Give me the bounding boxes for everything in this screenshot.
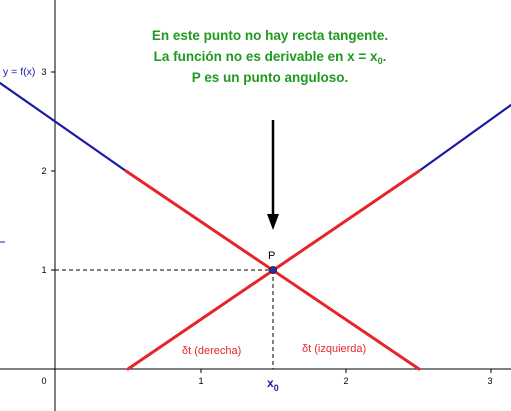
y-tick-label-2: 2 [41,166,46,176]
note-line-1: En este punto no hay recta tangente. [151,28,389,43]
function-right-branch [417,103,511,173]
function-label: y = f(x) [3,66,35,78]
x0-label-main: x [267,376,274,390]
x-tick-label-3: 3 [487,376,492,386]
x0-label: x0 [267,376,279,393]
tangent-left-label: δt (izquierda) [302,343,366,355]
x-tick-label-2: 2 [343,376,348,386]
function-left-branch [0,81,128,173]
function-curve [0,81,511,173]
note-line-2-suffix: . [382,49,387,64]
note-line-2-text: La función no es derivable en x = x [153,49,378,64]
note-line-2: La función no es derivable en x = x0. [80,46,460,72]
point-p-label: P [268,250,275,262]
x-tick-label-1: 1 [198,376,203,386]
y-tick-label-1: 1 [41,265,46,275]
note-line-2-subscript: 0 [377,56,383,66]
x-tick-marks [200,369,492,373]
x0-label-sub: 0 [274,383,279,393]
x-tick-label-0: 0 [41,376,46,386]
note-line-3: P es un punto anguloso. [191,70,349,85]
tangent-right-label: δt (derecha) [182,345,241,357]
down-arrow-icon [267,120,279,230]
y-tick-label-3: 3 [41,67,46,77]
point-p[interactable] [269,266,277,274]
y-tick-marks [51,71,55,271]
